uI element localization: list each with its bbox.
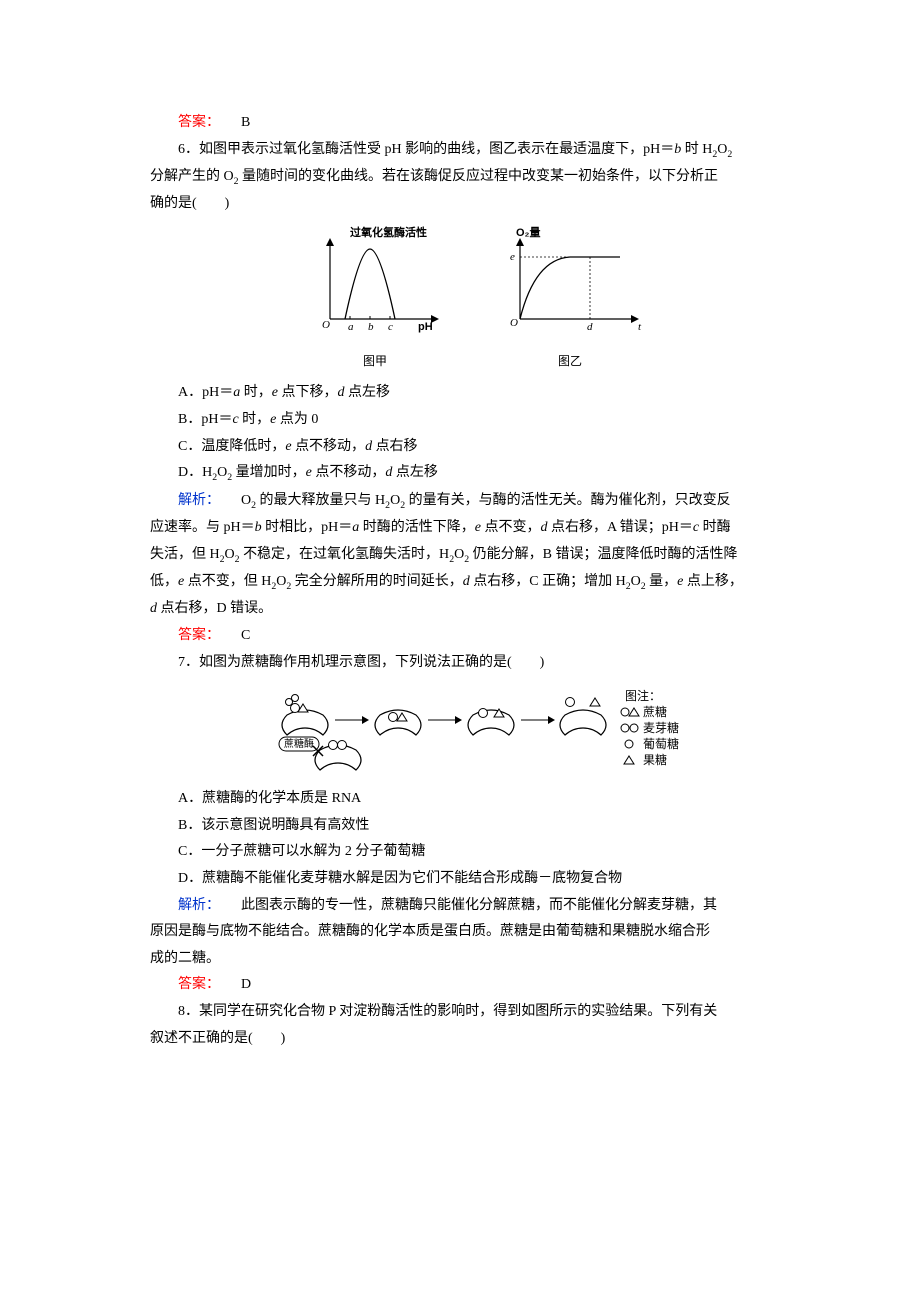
answer-label: 答案：	[178, 977, 220, 992]
q6-explain-line1: 解析： O2 的最大释放量只与 H2O2 的量有关，与酶的活性无关。酶为催化剂，…	[150, 488, 800, 515]
svg-text:图注：: 图注：	[625, 688, 661, 703]
q7-stem: 7．如图为蔗糖酶作用机理示意图，下列说法正确的是( )	[150, 650, 800, 677]
q6-option-b: B．pH＝c 时，e 点为 0	[150, 407, 800, 434]
q7-option-a: A．蔗糖酶的化学本质是 RNA	[150, 786, 800, 813]
svg-text:t: t	[638, 321, 642, 333]
chart-bell-curve: 过氧化氢酶活性 O a b c pH	[300, 224, 450, 339]
svg-text:a: a	[348, 321, 354, 333]
figure-enzyme-diagram: 蔗糖酶 图	[150, 680, 800, 780]
answer-value: C	[241, 628, 250, 643]
q8-stem-line2: 叙述不正确的是( )	[150, 1026, 800, 1053]
q6-option-d: D．H2O2 量增加时，e 点不移动，d 点左移	[150, 460, 800, 487]
svg-text:蔗糖酶: 蔗糖酶	[284, 737, 314, 750]
q7-option-c: C．一分子蔗糖可以水解为 2 分子葡萄糖	[150, 839, 800, 866]
svg-text:O: O	[322, 319, 330, 331]
q6-explain-line2: 应速率。与 pH＝b 时相比，pH＝a 时酶的活性下降，e 点不变，d 点右移，…	[150, 515, 800, 542]
figure-caption: 图乙	[490, 350, 650, 373]
q5-answer-line: 答案： B	[150, 110, 800, 137]
q7-explain-line3: 成的二糖。	[150, 946, 800, 973]
q7-explain-line2: 原因是酶与底物不能结合。蔗糖酶的化学本质是蛋白质。蔗糖是由葡萄糖和果糖脱水缩合形	[150, 919, 800, 946]
q6-explain-line4: 低，e 点不变，但 H2O2 完全分解所用的时间延长，d 点右移，C 正确；增加…	[150, 569, 800, 596]
q6-answer-line: 答案： C	[150, 623, 800, 650]
document-page: 答案： B 6．如图甲表示过氧化氢酶活性受 pH 影响的曲线，图乙表示在最适温度…	[0, 0, 920, 1302]
svg-text:e: e	[510, 251, 515, 263]
svg-text:pH: pH	[418, 321, 433, 333]
q6-stem-line1: 6．如图甲表示过氧化氢酶活性受 pH 影响的曲线，图乙表示在最适温度下，pH＝b…	[150, 137, 800, 164]
explain-label: 解析：	[178, 493, 220, 508]
figure-jia: 过氧化氢酶活性 O a b c pH 图甲	[300, 224, 450, 372]
figure-caption: 图甲	[300, 350, 450, 373]
y-axis-title: O₂量	[516, 226, 540, 239]
explain-label: 解析：	[178, 898, 220, 913]
q8-stem-line1: 8．某同学在研究化合物 P 对淀粉酶活性的影响时，得到如图所示的实验结果。下列有…	[150, 999, 800, 1026]
answer-label: 答案：	[178, 628, 220, 643]
answer-value: D	[241, 977, 251, 992]
q7-option-b: B．该示意图说明酶具有高效性	[150, 813, 800, 840]
chart-saturation-curve: O₂量 e O d t	[490, 224, 650, 339]
svg-text:c: c	[388, 321, 393, 333]
q6-explain-line5: d 点右移，D 错误。	[150, 596, 800, 623]
q6-option-a: A．pH＝a 时，e 点下移，d 点左移	[150, 380, 800, 407]
svg-text:果糖: 果糖	[643, 752, 667, 767]
y-axis-title: 过氧化氢酶活性	[350, 225, 427, 239]
q7-option-d: D．蔗糖酶不能催化麦芽糖水解是因为它们不能结合形成酶－底物复合物	[150, 866, 800, 893]
q6-option-c: C．温度降低时，e 点不移动，d 点右移	[150, 434, 800, 461]
answer-value: B	[241, 115, 250, 130]
svg-text:O: O	[510, 317, 518, 329]
figure-yi: O₂量 e O d t 图乙	[490, 224, 650, 372]
q6-stem-line2: 分解产生的 O2 量随时间的变化曲线。若在该酶促反应过程中改变某一初始条件，以下…	[150, 164, 800, 191]
svg-text:b: b	[368, 321, 374, 333]
figure-row-1: 过氧化氢酶活性 O a b c pH 图甲 O₂量	[150, 224, 800, 372]
q7-answer-line: 答案： D	[150, 972, 800, 999]
enzyme-mechanism-svg: 蔗糖酶 图	[265, 680, 685, 780]
answer-label: 答案：	[178, 115, 220, 130]
q6-explain-line3: 失活，但 H2O2 不稳定，在过氧化氢酶失活时，H2O2 仍能分解，B 错误；温…	[150, 542, 800, 569]
svg-text:d: d	[587, 321, 593, 333]
svg-text:葡萄糖: 葡萄糖	[643, 736, 679, 751]
q6-stem-line3: 确的是( )	[150, 191, 800, 218]
svg-text:蔗糖: 蔗糖	[643, 704, 667, 719]
svg-text:麦芽糖: 麦芽糖	[643, 720, 679, 735]
q7-explain-line1: 解析： 此图表示酶的专一性，蔗糖酶只能催化分解蔗糖，而不能催化分解麦芽糖，其	[150, 893, 800, 920]
